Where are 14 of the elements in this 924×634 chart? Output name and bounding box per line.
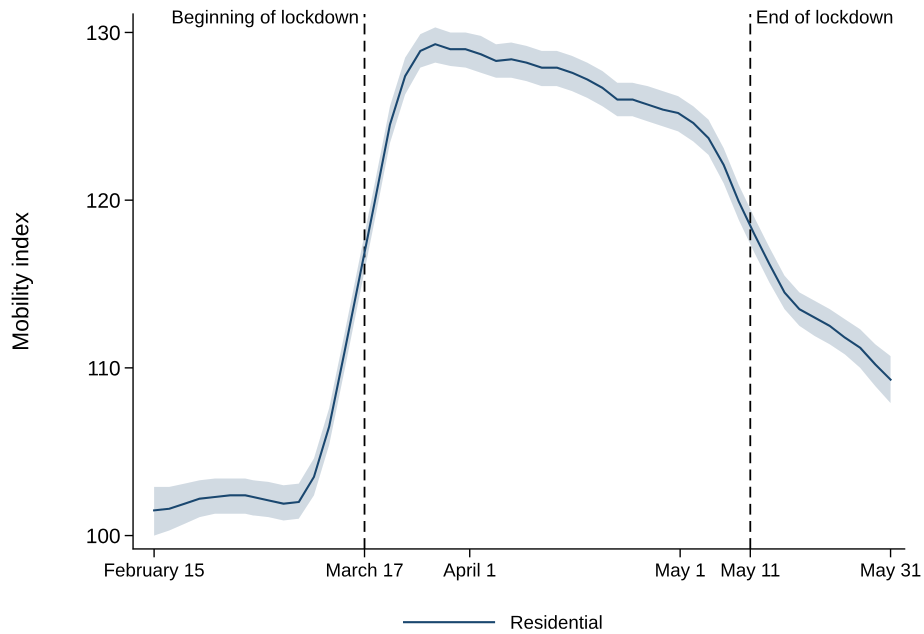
legend-label: Residential bbox=[512, 615, 602, 629]
x-tick-label: March 17 bbox=[326, 562, 403, 577]
y-axis-title: Mobility index bbox=[12, 212, 34, 350]
y-tick-label: 110 bbox=[88, 360, 120, 376]
x-tick-label: May 1 bbox=[656, 564, 705, 580]
y-tick-label: 100 bbox=[87, 528, 120, 544]
x-tick-label: May 31 bbox=[861, 563, 920, 580]
ref-line-label: Beginning of lockdown bbox=[172, 10, 358, 28]
ref-line-label: End of lockdown bbox=[757, 10, 892, 24]
y-tick-label: 130 bbox=[87, 25, 120, 40]
x-tick-label: May 11 bbox=[722, 564, 780, 580]
x-tick-label: April 1 bbox=[443, 562, 496, 580]
x-tick-label: February 15 bbox=[105, 562, 204, 580]
y-tick-label: 120 bbox=[87, 193, 120, 208]
